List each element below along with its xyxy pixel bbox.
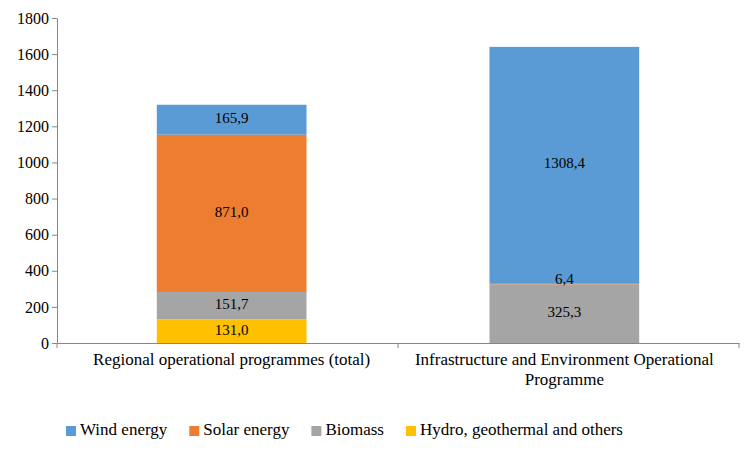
y-tick-mark xyxy=(52,18,57,19)
data-label: 131,0 xyxy=(215,322,249,338)
y-tick: 1000 xyxy=(17,154,57,171)
y-tick: 400 xyxy=(25,262,57,279)
bar-segment xyxy=(157,319,307,343)
y-tick: 0 xyxy=(41,335,57,352)
y-axis: 0 200 400 600 800 1000 1200 1400 1600 1800 xyxy=(17,10,58,352)
y-tick: 600 xyxy=(25,226,57,243)
legend-label: Solar energy xyxy=(203,420,290,439)
legend: Wind energy Solar energy Biomass Hydro, geo… xyxy=(66,420,623,439)
y-tick-label: 1800 xyxy=(17,10,49,27)
y-tick: 1600 xyxy=(17,46,57,63)
y-tick: 1800 xyxy=(17,10,57,27)
data-label: 871,0 xyxy=(215,204,249,220)
x-tick-mark xyxy=(398,343,399,348)
data-label: 1308,4 xyxy=(544,155,586,171)
y-tick: 1400 xyxy=(17,82,57,99)
legend-swatch xyxy=(66,426,76,436)
y-tick-mark xyxy=(52,90,57,91)
y-tick-mark xyxy=(52,307,57,308)
bar-segment xyxy=(489,47,639,283)
legend-item: Biomass xyxy=(311,420,384,439)
y-tick-label: 600 xyxy=(25,226,49,243)
x-tick-label-line: Programme xyxy=(525,370,604,389)
bar-segment xyxy=(157,135,307,292)
legend-label: Hydro, geothermal and others xyxy=(420,420,623,439)
y-tick-mark xyxy=(52,271,57,272)
data-label: 6,4 xyxy=(555,271,574,287)
y-tick-label: 0 xyxy=(41,335,49,352)
x-tick: Infrastructure and Environment Operation… xyxy=(415,343,714,389)
x-tick-label: Infrastructure and Environment Operation… xyxy=(415,350,714,389)
legend-item: Solar energy xyxy=(189,420,290,439)
y-tick-label: 1400 xyxy=(17,82,49,99)
y-tick-mark xyxy=(52,343,57,344)
legend-swatch xyxy=(406,426,416,436)
legend-item: Hydro, geothermal and others xyxy=(406,420,623,439)
y-tick-mark xyxy=(52,126,57,127)
y-tick-label: 200 xyxy=(25,299,49,316)
y-tick-mark xyxy=(52,162,57,163)
x-axis: Regional operational programmes (total) I… xyxy=(58,343,740,389)
y-tick-mark xyxy=(52,235,57,236)
y-tick-mark xyxy=(52,199,57,200)
data-label: 165,9 xyxy=(215,110,249,126)
y-tick-mark xyxy=(52,54,57,55)
y-tick: 200 xyxy=(25,299,57,316)
x-tick-mark xyxy=(739,343,740,348)
plot: 0 200 400 600 800 1000 1200 1400 1600 1800 Regiona… xyxy=(17,10,740,389)
y-tick-label: 400 xyxy=(25,262,49,279)
y-tick: 800 xyxy=(25,190,57,207)
bar-segment xyxy=(489,284,639,343)
x-tick-mark xyxy=(57,343,58,348)
chart: 0 200 400 600 800 1000 1200 1400 1600 1800 Regiona… xyxy=(0,0,749,457)
x-tick-label-line: Infrastructure and Environment Operation… xyxy=(415,350,714,369)
y-tick-label: 1600 xyxy=(17,46,49,63)
bar-segment xyxy=(157,105,307,135)
y-tick-label: 1000 xyxy=(17,154,49,171)
y-axis-line xyxy=(57,19,58,344)
bars xyxy=(157,47,639,343)
y-tick-label: 1200 xyxy=(17,118,49,135)
legend-item: Wind energy xyxy=(66,420,168,439)
legend-label: Biomass xyxy=(325,420,384,439)
bar-segment xyxy=(157,292,307,319)
x-tick: Regional operational programmes (total) xyxy=(93,343,370,369)
y-tick-label: 800 xyxy=(25,190,49,207)
legend-swatch xyxy=(311,426,321,436)
data-labels: 131,0 151,7 325,3 871,0 6,4 165,9 1308,4 xyxy=(215,110,586,337)
y-tick: 1200 xyxy=(17,118,57,135)
data-label: 151,7 xyxy=(215,296,249,312)
legend-label: Wind energy xyxy=(80,420,168,439)
data-label: 325,3 xyxy=(547,304,581,320)
x-tick-label-line: Regional operational programmes (total) xyxy=(93,350,370,369)
x-tick-label: Regional operational programmes (total) xyxy=(93,350,370,369)
legend-swatch xyxy=(189,426,199,436)
